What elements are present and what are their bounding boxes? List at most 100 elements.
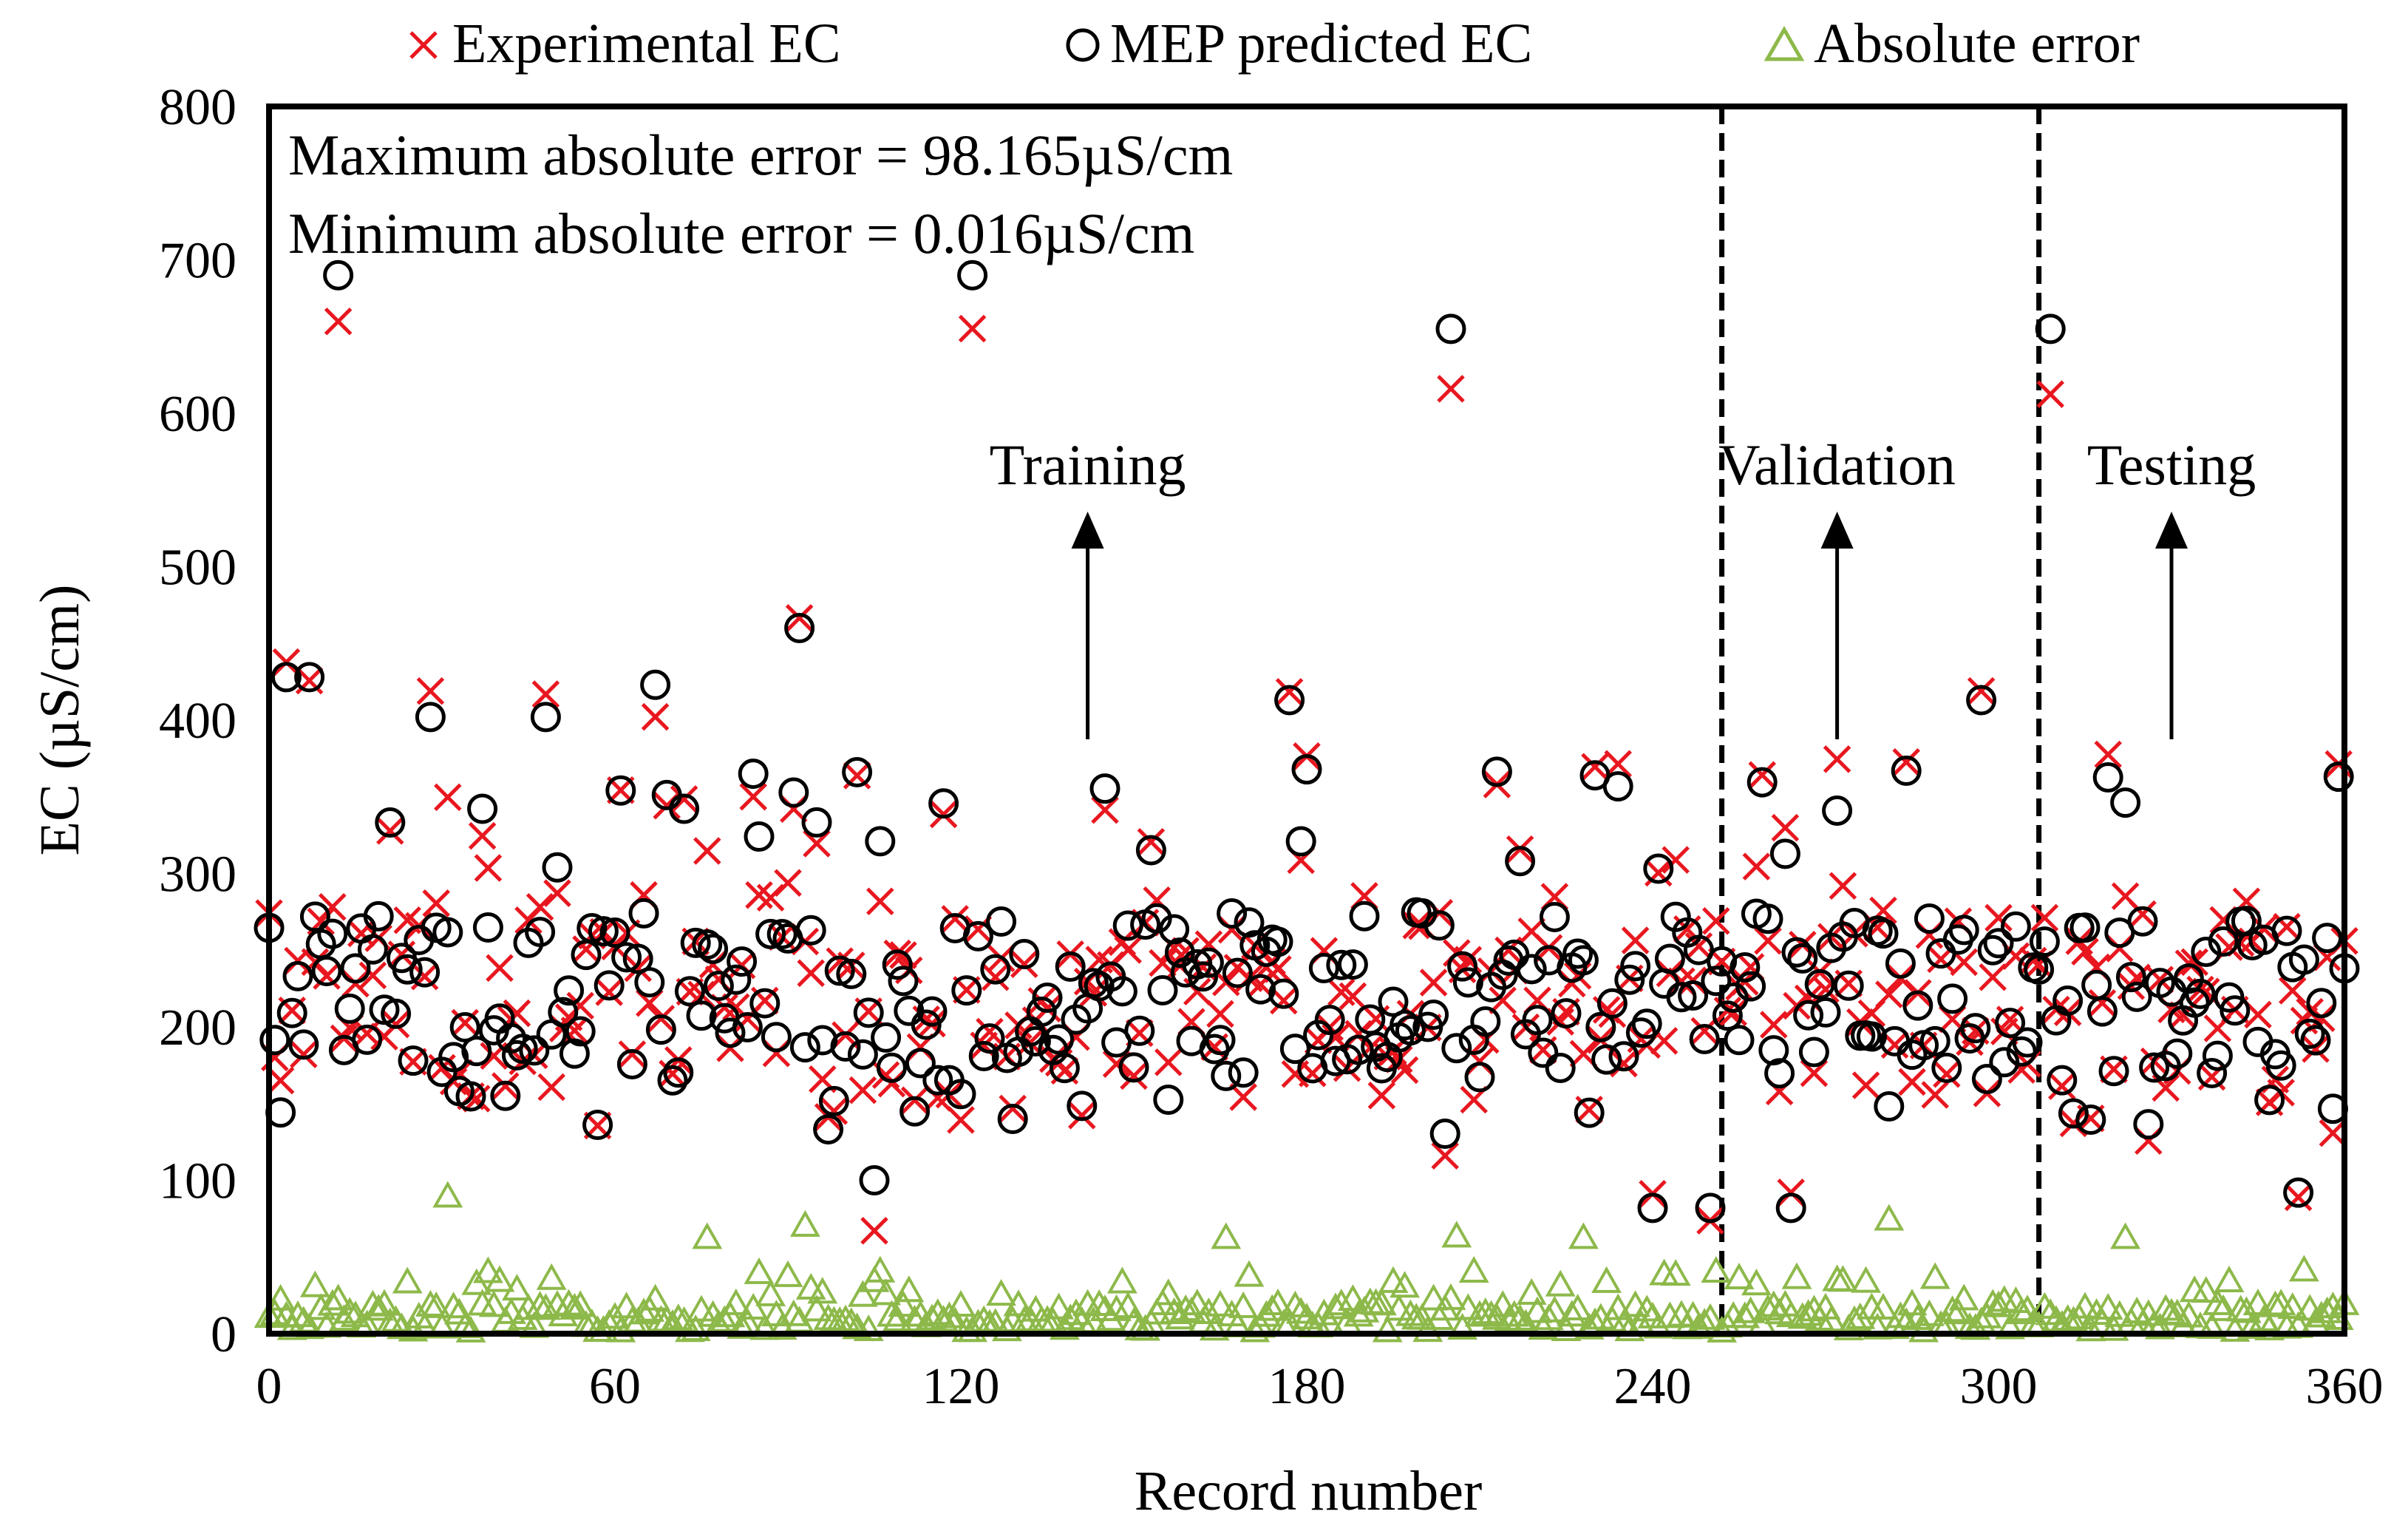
error-point bbox=[1868, 1292, 1899, 1320]
predicted-point bbox=[1891, 756, 1922, 787]
error-point bbox=[1159, 1297, 1190, 1324]
error-point bbox=[1885, 1301, 1916, 1329]
error-point bbox=[1193, 1297, 1224, 1325]
x-tick-label: 120 bbox=[922, 1358, 1000, 1415]
error-point bbox=[1228, 1291, 1259, 1318]
error-point bbox=[709, 1305, 740, 1332]
predicted-point bbox=[1919, 1025, 1950, 1056]
predicted-point bbox=[2271, 915, 2302, 946]
error-point bbox=[421, 1291, 452, 1318]
experimental-point bbox=[1390, 1056, 1419, 1085]
predicted-point bbox=[842, 756, 873, 787]
predicted-series bbox=[254, 259, 2360, 1224]
error-point bbox=[1182, 1289, 1213, 1316]
experimental-point bbox=[1690, 1017, 1718, 1045]
predicted-point bbox=[1118, 1052, 1149, 1083]
error-point bbox=[2075, 1314, 2106, 1342]
predicted-point bbox=[974, 1023, 1005, 1054]
predicted-point bbox=[1701, 966, 1732, 997]
min-error-annotation: Minimum absolute error = 0.016µS/cm bbox=[288, 201, 1194, 265]
error-point bbox=[1199, 1314, 1230, 1341]
predicted-point bbox=[1781, 937, 1812, 968]
predicted-point bbox=[1193, 947, 1224, 978]
predicted-point bbox=[490, 1080, 521, 1111]
error-point bbox=[2104, 1300, 2135, 1327]
error-point bbox=[449, 1311, 480, 1339]
experimental-point bbox=[1437, 375, 1465, 403]
error-point bbox=[2029, 1292, 2060, 1319]
error-point bbox=[778, 1299, 809, 1326]
predicted-point bbox=[1067, 1090, 1098, 1122]
error-point bbox=[1487, 1290, 1518, 1317]
predicted-point bbox=[1429, 1119, 1460, 1150]
region-label-training: Training bbox=[990, 432, 1186, 497]
predicted-point bbox=[2300, 1025, 2331, 1056]
predicted-point bbox=[467, 793, 498, 824]
predicted-point bbox=[1205, 1025, 1236, 1056]
predicted-point bbox=[1596, 988, 1628, 1019]
experimental-point bbox=[670, 785, 698, 813]
predicted-point bbox=[962, 920, 993, 951]
error-point bbox=[265, 1283, 296, 1311]
experimental-point bbox=[451, 1008, 479, 1037]
experimental-point bbox=[1921, 1081, 1949, 1109]
error-point bbox=[865, 1255, 896, 1283]
error-point bbox=[294, 1312, 325, 1340]
experimental-point bbox=[860, 1216, 888, 1245]
error-point bbox=[1735, 1296, 1766, 1323]
error-point bbox=[2069, 1292, 2101, 1319]
predicted-point bbox=[616, 1048, 647, 1079]
predicted-point bbox=[1026, 997, 1057, 1028]
error-point bbox=[888, 1290, 919, 1317]
x-tick-labels: 0 60 120 180 240 300 360 bbox=[256, 1358, 2384, 1415]
experimental-point bbox=[1702, 906, 1730, 935]
predicted-point bbox=[392, 954, 423, 985]
experimental-point bbox=[929, 800, 958, 829]
error-point bbox=[2110, 1222, 2141, 1249]
predicted-point bbox=[928, 788, 959, 819]
predicted-point bbox=[1337, 949, 1368, 980]
experimental-point bbox=[803, 829, 831, 858]
experimental-point bbox=[820, 1097, 848, 1125]
experimental-point bbox=[2279, 977, 2307, 1005]
error-point bbox=[588, 1314, 619, 1342]
predicted-point bbox=[1608, 1041, 1639, 1072]
predicted-point bbox=[1666, 982, 1697, 1013]
predicted-point bbox=[1983, 928, 2014, 959]
predicted-point bbox=[2127, 906, 2158, 937]
predicted-point bbox=[1049, 1053, 1080, 1084]
experimental-point bbox=[982, 963, 1010, 991]
error-point bbox=[1435, 1283, 1466, 1310]
error-point bbox=[663, 1303, 694, 1331]
experimental-point bbox=[1154, 1048, 1183, 1076]
experimental-point bbox=[468, 821, 497, 850]
experimental-point bbox=[341, 969, 370, 998]
predicted-point bbox=[1516, 954, 1547, 985]
error-point bbox=[1707, 1315, 1738, 1343]
predicted-point bbox=[461, 1036, 492, 1067]
error-point bbox=[2277, 1292, 2308, 1320]
error-point bbox=[1499, 1300, 1530, 1327]
predicted-point bbox=[640, 669, 671, 700]
experimental-point bbox=[1851, 1071, 1880, 1099]
error-point bbox=[1551, 1314, 1582, 1341]
error-point bbox=[721, 1288, 752, 1315]
predicted-point bbox=[1228, 1057, 1259, 1088]
predicted-point bbox=[1234, 907, 1265, 938]
error-point bbox=[1701, 1255, 1732, 1283]
x-tick-label: 0 bbox=[256, 1358, 282, 1415]
error-point bbox=[772, 1260, 803, 1287]
predicted-point bbox=[2052, 985, 2084, 1016]
predicted-point bbox=[1735, 971, 1766, 1002]
predicted-point bbox=[1020, 1025, 1051, 1056]
predicted-point bbox=[680, 927, 711, 958]
predicted-point bbox=[605, 775, 636, 806]
experimental-point bbox=[716, 1034, 744, 1062]
predicted-point bbox=[911, 1009, 942, 1040]
x-tick-label: 360 bbox=[2306, 1358, 2384, 1415]
experimental-point bbox=[1581, 753, 1609, 781]
error-point bbox=[1337, 1284, 1368, 1312]
predicted-point bbox=[761, 1022, 792, 1053]
error-point bbox=[559, 1292, 590, 1320]
error-point bbox=[1003, 1289, 1034, 1317]
